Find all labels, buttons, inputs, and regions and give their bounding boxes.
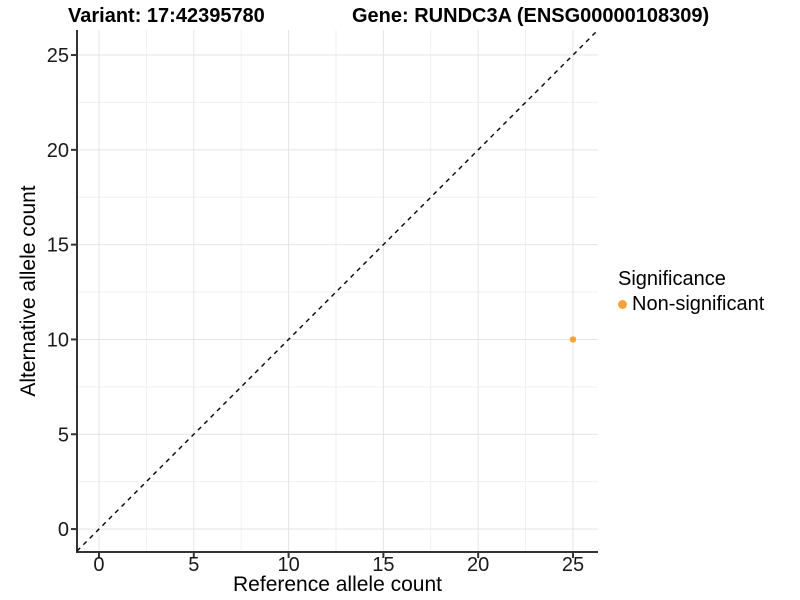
legend-item-non-significant: Non-significant: [618, 292, 764, 316]
y-tick-label: 15: [47, 235, 69, 257]
data-point: [569, 336, 577, 343]
x-axis-label: Reference allele count: [233, 573, 442, 596]
y-tick-label: 25: [47, 45, 69, 67]
x-tick-label: 25: [562, 554, 584, 576]
legend-item-label: Non-significant: [632, 293, 765, 315]
plot-title-gene: Gene: RUNDC3A (ENSG00000108309): [352, 5, 710, 27]
legend-point-icon: [618, 299, 627, 309]
x-tick-label: 15: [372, 554, 394, 576]
y-tick-label: 0: [58, 519, 69, 541]
x-tick-label: 5: [188, 554, 199, 576]
legend-title: Significance: [618, 268, 726, 290]
x-tick-label: 0: [93, 554, 104, 576]
x-tick-label: 20: [467, 554, 489, 576]
y-tick-label: 10: [47, 329, 69, 351]
plot-title-variant: Variant: 17:42395780: [68, 5, 265, 27]
legend: Significance Non-significant: [618, 267, 764, 316]
y-tick-label: 5: [58, 424, 69, 446]
y-tick-label: 20: [47, 140, 69, 162]
identity-dashed-line: [76, 29, 599, 552]
x-tick-label: 10: [277, 554, 299, 576]
y-axis-label: Alternative allele count: [17, 185, 40, 397]
